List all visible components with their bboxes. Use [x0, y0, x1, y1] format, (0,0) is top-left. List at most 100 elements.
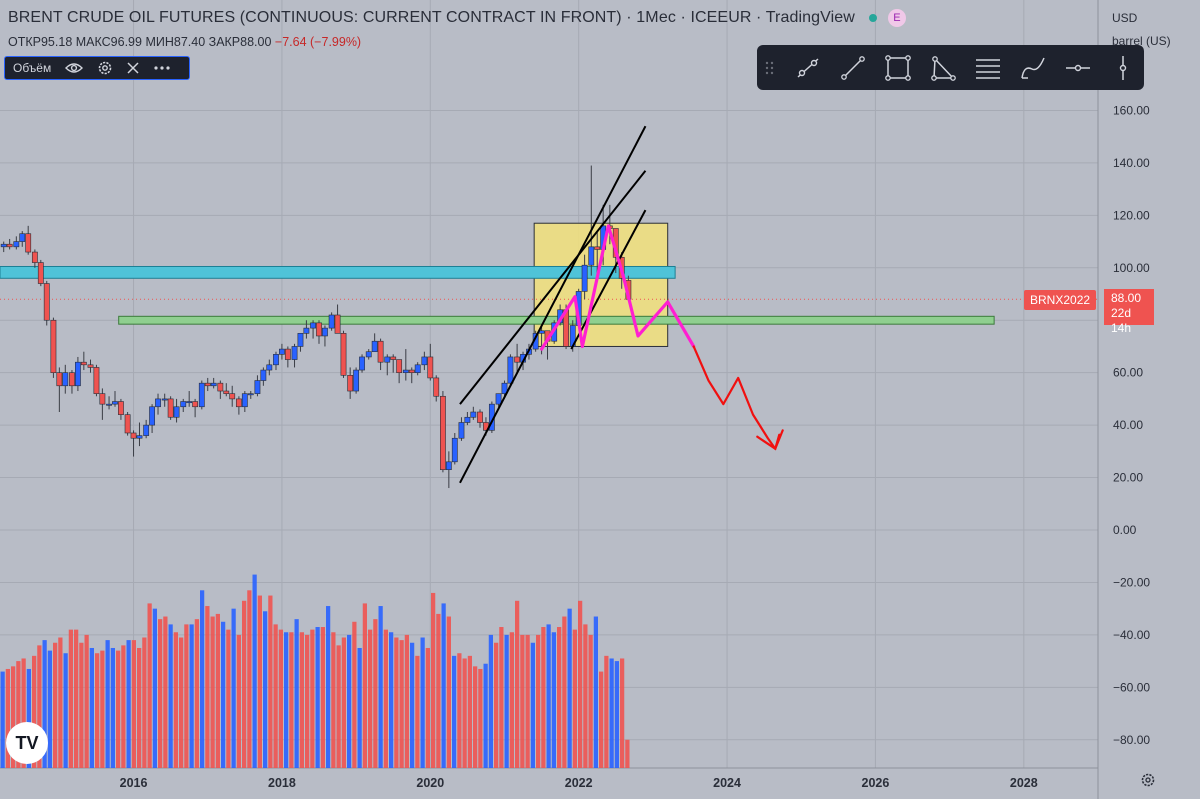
volume-bar [410, 642, 415, 768]
volume-bar [368, 629, 373, 768]
volume-bar [257, 595, 262, 768]
candle-body [316, 322, 322, 337]
candle-body [451, 437, 458, 463]
volume-bar [310, 629, 315, 768]
volume-bar [110, 647, 115, 768]
settings-gear-icon[interactable] [1140, 772, 1156, 788]
volume-bar [436, 613, 441, 768]
volume-label: Объём [13, 61, 52, 75]
candle-body [69, 372, 75, 387]
volume-bar [478, 668, 483, 768]
y-tick-label: 40.00 [1113, 418, 1143, 432]
volume-bar [494, 642, 499, 768]
tradingview-logo[interactable]: TV [6, 722, 48, 764]
volume-bar [578, 600, 583, 768]
volume-bar [347, 634, 352, 768]
candle-body [445, 461, 452, 470]
volume-bar [273, 624, 278, 768]
x-tick-label: 2024 [713, 776, 741, 790]
low-label: МИН [145, 35, 174, 49]
volume-bar [420, 637, 425, 768]
volume-bar [68, 629, 73, 768]
last-price-tag: 88.00 22d 14h [1104, 289, 1154, 335]
y-tick-label: 20.00 [1113, 471, 1143, 485]
volume-bar [194, 619, 199, 768]
volume-bar [11, 666, 16, 768]
volume-bar [341, 637, 346, 768]
x-tick-label: 2028 [1010, 776, 1038, 790]
volume-bar [620, 658, 625, 768]
volume-bar [37, 645, 42, 768]
candle-body [161, 398, 168, 401]
candle-body [136, 435, 143, 439]
triangle-tool-icon[interactable] [928, 53, 958, 83]
eye-icon[interactable] [65, 62, 84, 74]
gear-icon[interactable] [97, 60, 113, 76]
volume-bar [89, 647, 94, 768]
brush-tool-icon[interactable] [1018, 53, 1048, 83]
volume-indicator-legend[interactable]: Объём [4, 56, 190, 80]
volume-bar [572, 629, 577, 768]
channel-line [570, 209, 647, 350]
ray-tool-icon[interactable] [838, 53, 868, 83]
volume-bar [452, 655, 457, 768]
candle-body [149, 406, 155, 426]
candle-body [377, 340, 384, 363]
x-tick-label: 2016 [120, 776, 148, 790]
candle-body [421, 356, 428, 366]
volume-bar [362, 603, 367, 768]
y-tick-label: −40.00 [1113, 628, 1150, 642]
candle-body [210, 382, 217, 387]
volume-bar [105, 640, 110, 768]
currency-label: USD [1112, 11, 1138, 25]
y-tick-label: 100.00 [1113, 261, 1150, 275]
volume-bar [389, 632, 394, 768]
volume-bar [205, 606, 210, 768]
bar-countdown: 22d 14h [1111, 306, 1132, 335]
volume-bar [315, 627, 320, 768]
candle-body [62, 372, 69, 387]
candle-body [180, 401, 187, 408]
volume-bar [215, 613, 220, 768]
volume-bar [331, 632, 336, 768]
candle-body [464, 416, 471, 423]
volume-bar [5, 668, 10, 768]
candle-body [402, 369, 409, 373]
candle-body [433, 377, 440, 397]
volume-bar [263, 611, 268, 768]
more-icon[interactable] [153, 65, 171, 71]
candle-body [37, 262, 44, 284]
vertical-line-tool-icon[interactable] [1108, 53, 1138, 83]
candle-body [514, 356, 520, 363]
open-value: 95.18 [40, 35, 73, 49]
volume-bar [431, 592, 436, 768]
rectangle-tool-icon[interactable] [883, 53, 913, 83]
candle-body [118, 401, 124, 415]
volume-bar [383, 629, 388, 768]
close-icon[interactable] [127, 62, 139, 74]
volume-bar [53, 642, 58, 768]
trend-line-tool-icon[interactable] [793, 53, 823, 83]
candle-body [322, 327, 328, 337]
candle-body [384, 356, 391, 363]
volume-bar [179, 637, 184, 768]
volume-bar [242, 600, 247, 768]
volume-bar [399, 640, 404, 768]
drag-handle-icon[interactable] [763, 53, 777, 83]
horizontal-line-tool-icon[interactable] [1063, 53, 1093, 83]
fib-retracement-tool-icon[interactable] [973, 53, 1003, 83]
candle-body [440, 395, 446, 470]
volume-bar [509, 632, 514, 768]
volume-bar [142, 637, 147, 768]
candle-body [414, 364, 421, 373]
axis-unit-label[interactable]: USD barrel (US) [1112, 7, 1171, 53]
candle-body [247, 393, 254, 396]
candle-body [31, 251, 38, 263]
drawing-toolbar [757, 45, 1144, 90]
high-value: 96.99 [110, 35, 142, 49]
earnings-badge[interactable]: E [888, 9, 906, 27]
candle-body [408, 369, 415, 373]
volume-bar [299, 632, 304, 768]
